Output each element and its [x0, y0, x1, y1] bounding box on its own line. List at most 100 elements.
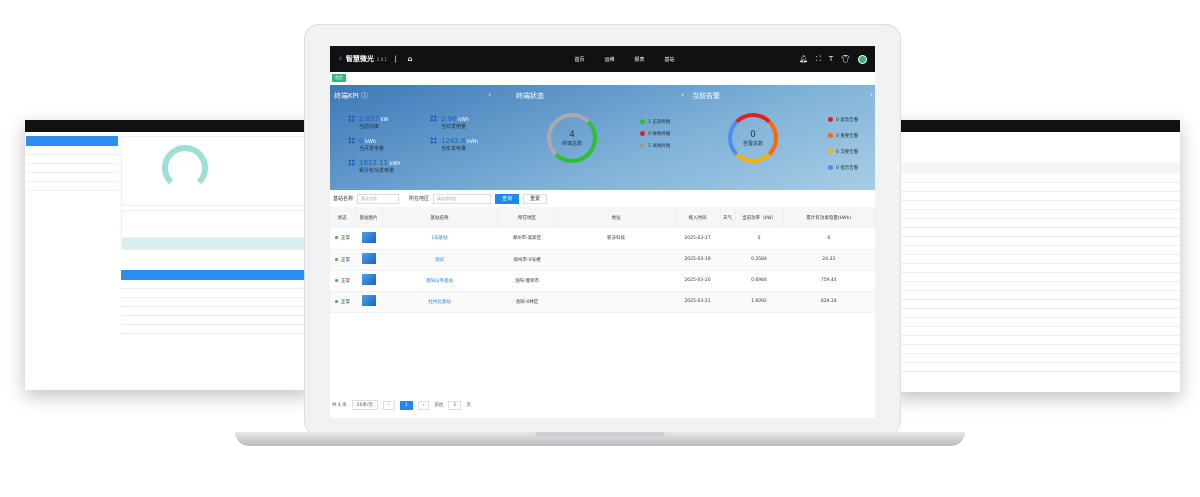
region-select[interactable]: 请选择地区 — [433, 193, 492, 204]
chevron-right-icon[interactable]: › — [681, 91, 684, 99]
online-dot-icon — [335, 257, 338, 261]
fullscreen-icon[interactable]: ⛶ — [815, 54, 821, 63]
nav-item[interactable]: 报表 — [634, 56, 645, 63]
status-dot-icon — [828, 133, 833, 138]
alarm-panel: 当前告警 › 0 告警总数 0 紧急告警 0 重要告警 0 次要告警 0 提示告警 — [688, 85, 875, 190]
table-cell — [720, 270, 735, 292]
table-cell: 正常 — [330, 228, 355, 250]
station-image — [361, 253, 376, 264]
status-legend-item: 0 故障终端 — [640, 129, 670, 141]
status-dot-icon — [828, 149, 833, 154]
laptop-base — [235, 432, 965, 446]
nav-item[interactable]: 基站 — [664, 56, 675, 63]
kpi-item: 2.96 kWh 当日发电量 — [430, 115, 469, 130]
table-cell: 新沃科技 — [557, 228, 675, 250]
bell-icon[interactable]: 🔔︎ — [799, 55, 808, 63]
table-cell: 2025-03-17 — [675, 228, 720, 250]
table-row: 正常 测试 郑州市-X号楼 2025-03-19 0.3584 24.33 — [330, 249, 875, 271]
station-name-link[interactable]: 1号基站 — [431, 236, 448, 242]
table-cell: 杜村北基站 — [382, 291, 497, 313]
prev-page-button[interactable]: ‹ — [382, 400, 395, 410]
reset-button[interactable]: 重置 — [523, 193, 548, 204]
table-cell: 2025-03-19 — [675, 249, 720, 271]
table-cell: 郑州市-高新区 — [497, 228, 557, 250]
table-row: 正常 杜村北基站 洛阳-X林区 2025-03-21 1.6092 829.34 — [330, 291, 875, 313]
alarm-legend-item: 0 提示告警 — [828, 161, 858, 177]
dashboard-screen: ⚡ 智慧微光 2.0.1 | ⌂ 首页 运维 报表 基站 🔔︎ ⛶ T 👕︎ 首页 终端KPI ⓘ … — [330, 46, 875, 418]
table-cell — [355, 228, 382, 250]
status-dot-icon — [640, 119, 645, 124]
column-header[interactable]: 地址 — [557, 207, 676, 228]
column-header[interactable]: 接入时间 — [675, 207, 721, 228]
next-page-button[interactable]: › — [417, 400, 430, 410]
station-name-link[interactable]: 测试 — [435, 257, 444, 263]
column-header[interactable]: 状态 — [330, 207, 356, 228]
goto-page-input[interactable]: 1 — [448, 400, 462, 410]
column-header[interactable]: 基站图片 — [355, 207, 383, 228]
column-header[interactable]: 所在地区 — [497, 207, 558, 228]
table-cell: 测试 — [382, 249, 497, 271]
table-cell — [557, 270, 675, 292]
alarm-legend-item: 0 次要告警 — [828, 145, 858, 161]
table-cell — [355, 249, 382, 271]
status-dot-icon — [640, 143, 645, 148]
table-cell: 2025-03-20 — [675, 270, 720, 292]
logo: ⚡ 智慧微光 2.0.1 | ⌂ — [338, 55, 413, 63]
table-cell: 1.6092 — [735, 291, 783, 313]
page-1-button[interactable]: 1 — [399, 400, 413, 410]
shirt-icon[interactable]: 👕︎ — [841, 55, 850, 63]
tab-home[interactable]: 首页 — [332, 74, 346, 82]
grid-icon — [430, 115, 437, 122]
status-legend-item: 1 正常终端 — [640, 117, 670, 129]
table-cell: 南阳山寺基站 — [382, 270, 497, 292]
kpi-item: 2.857 kW 当前功率 — [348, 115, 388, 130]
station-image — [361, 231, 376, 243]
table-cell: 0 — [735, 228, 783, 250]
top-bar: ⚡ 智慧微光 2.0.1 | ⌂ 首页 运维 报表 基站 🔔︎ ⛶ T 👕︎ — [330, 46, 875, 72]
table-cell: 2025-03-21 — [675, 291, 720, 313]
page-size-select[interactable]: 50条/页 — [351, 400, 378, 410]
status-dot-icon — [640, 131, 645, 136]
table-cell: 正常 — [330, 291, 355, 313]
table-cell: 24.33 — [783, 249, 875, 271]
column-header[interactable]: 天气 — [720, 207, 736, 228]
column-header[interactable]: 基站名称 — [382, 207, 498, 228]
kpi-item: 1612.11 kWh 累计有功发电量 — [348, 159, 401, 174]
laptop-notch — [535, 432, 665, 437]
status-legend-item: 1 离线终端 — [640, 141, 670, 153]
station-name-link[interactable]: 杜村北基站 — [428, 299, 451, 305]
online-dot-icon — [335, 278, 338, 282]
chevron-right-icon[interactable]: › — [488, 91, 491, 99]
avatar[interactable] — [858, 54, 867, 64]
table-cell: 0 — [783, 228, 875, 250]
grid-icon — [348, 159, 355, 166]
font-size-icon[interactable]: T — [828, 55, 834, 63]
overview-banner: 终端KPI ⓘ › 2.857 kW 当前功率 2.96 kWh 当日发电量 0 kWh… — [330, 85, 875, 190]
alarm-legend-item: 0 紧急告警 — [828, 113, 858, 129]
column-header[interactable]: 当前功率（kW） — [735, 207, 784, 228]
station-name-input[interactable]: 基站名称 — [357, 193, 400, 204]
online-dot-icon — [335, 236, 338, 240]
grid-icon — [430, 137, 437, 144]
table-cell — [355, 291, 382, 313]
station-image — [361, 295, 376, 306]
station-name-link[interactable]: 南阳山寺基站 — [426, 278, 453, 284]
table-cell: 0.3584 — [735, 249, 783, 271]
table-cell: 829.34 — [783, 291, 875, 313]
table-cell: 1号基站 — [382, 228, 497, 250]
table-cell — [557, 291, 675, 313]
search-button[interactable]: 查询 — [495, 193, 520, 204]
nav-item[interactable]: 首页 — [574, 56, 585, 63]
alarm-legend-item: 0 重要告警 — [828, 129, 858, 145]
table-cell — [557, 249, 675, 271]
table-row: 正常 南阳山寺基站 洛阳-偃师市 2025-03-20 0.6984 759.44 — [330, 270, 875, 292]
left-preview-screen — [25, 120, 310, 390]
nav-item[interactable]: 运维 — [604, 56, 615, 63]
status-panel: 终端状态 › 4 终端总数 1 正常终端 0 故障终端 1 离线终端 — [512, 85, 688, 190]
table-cell: 洛阳-偃师市 — [497, 270, 557, 292]
table-cell: 正常 — [330, 249, 355, 271]
column-header[interactable]: 累计有功发电量(kWh) — [783, 207, 875, 228]
home-icon[interactable]: ⌂ — [407, 55, 413, 63]
table-cell: 0.6984 — [735, 270, 783, 292]
chevron-right-icon[interactable]: › — [870, 91, 873, 99]
